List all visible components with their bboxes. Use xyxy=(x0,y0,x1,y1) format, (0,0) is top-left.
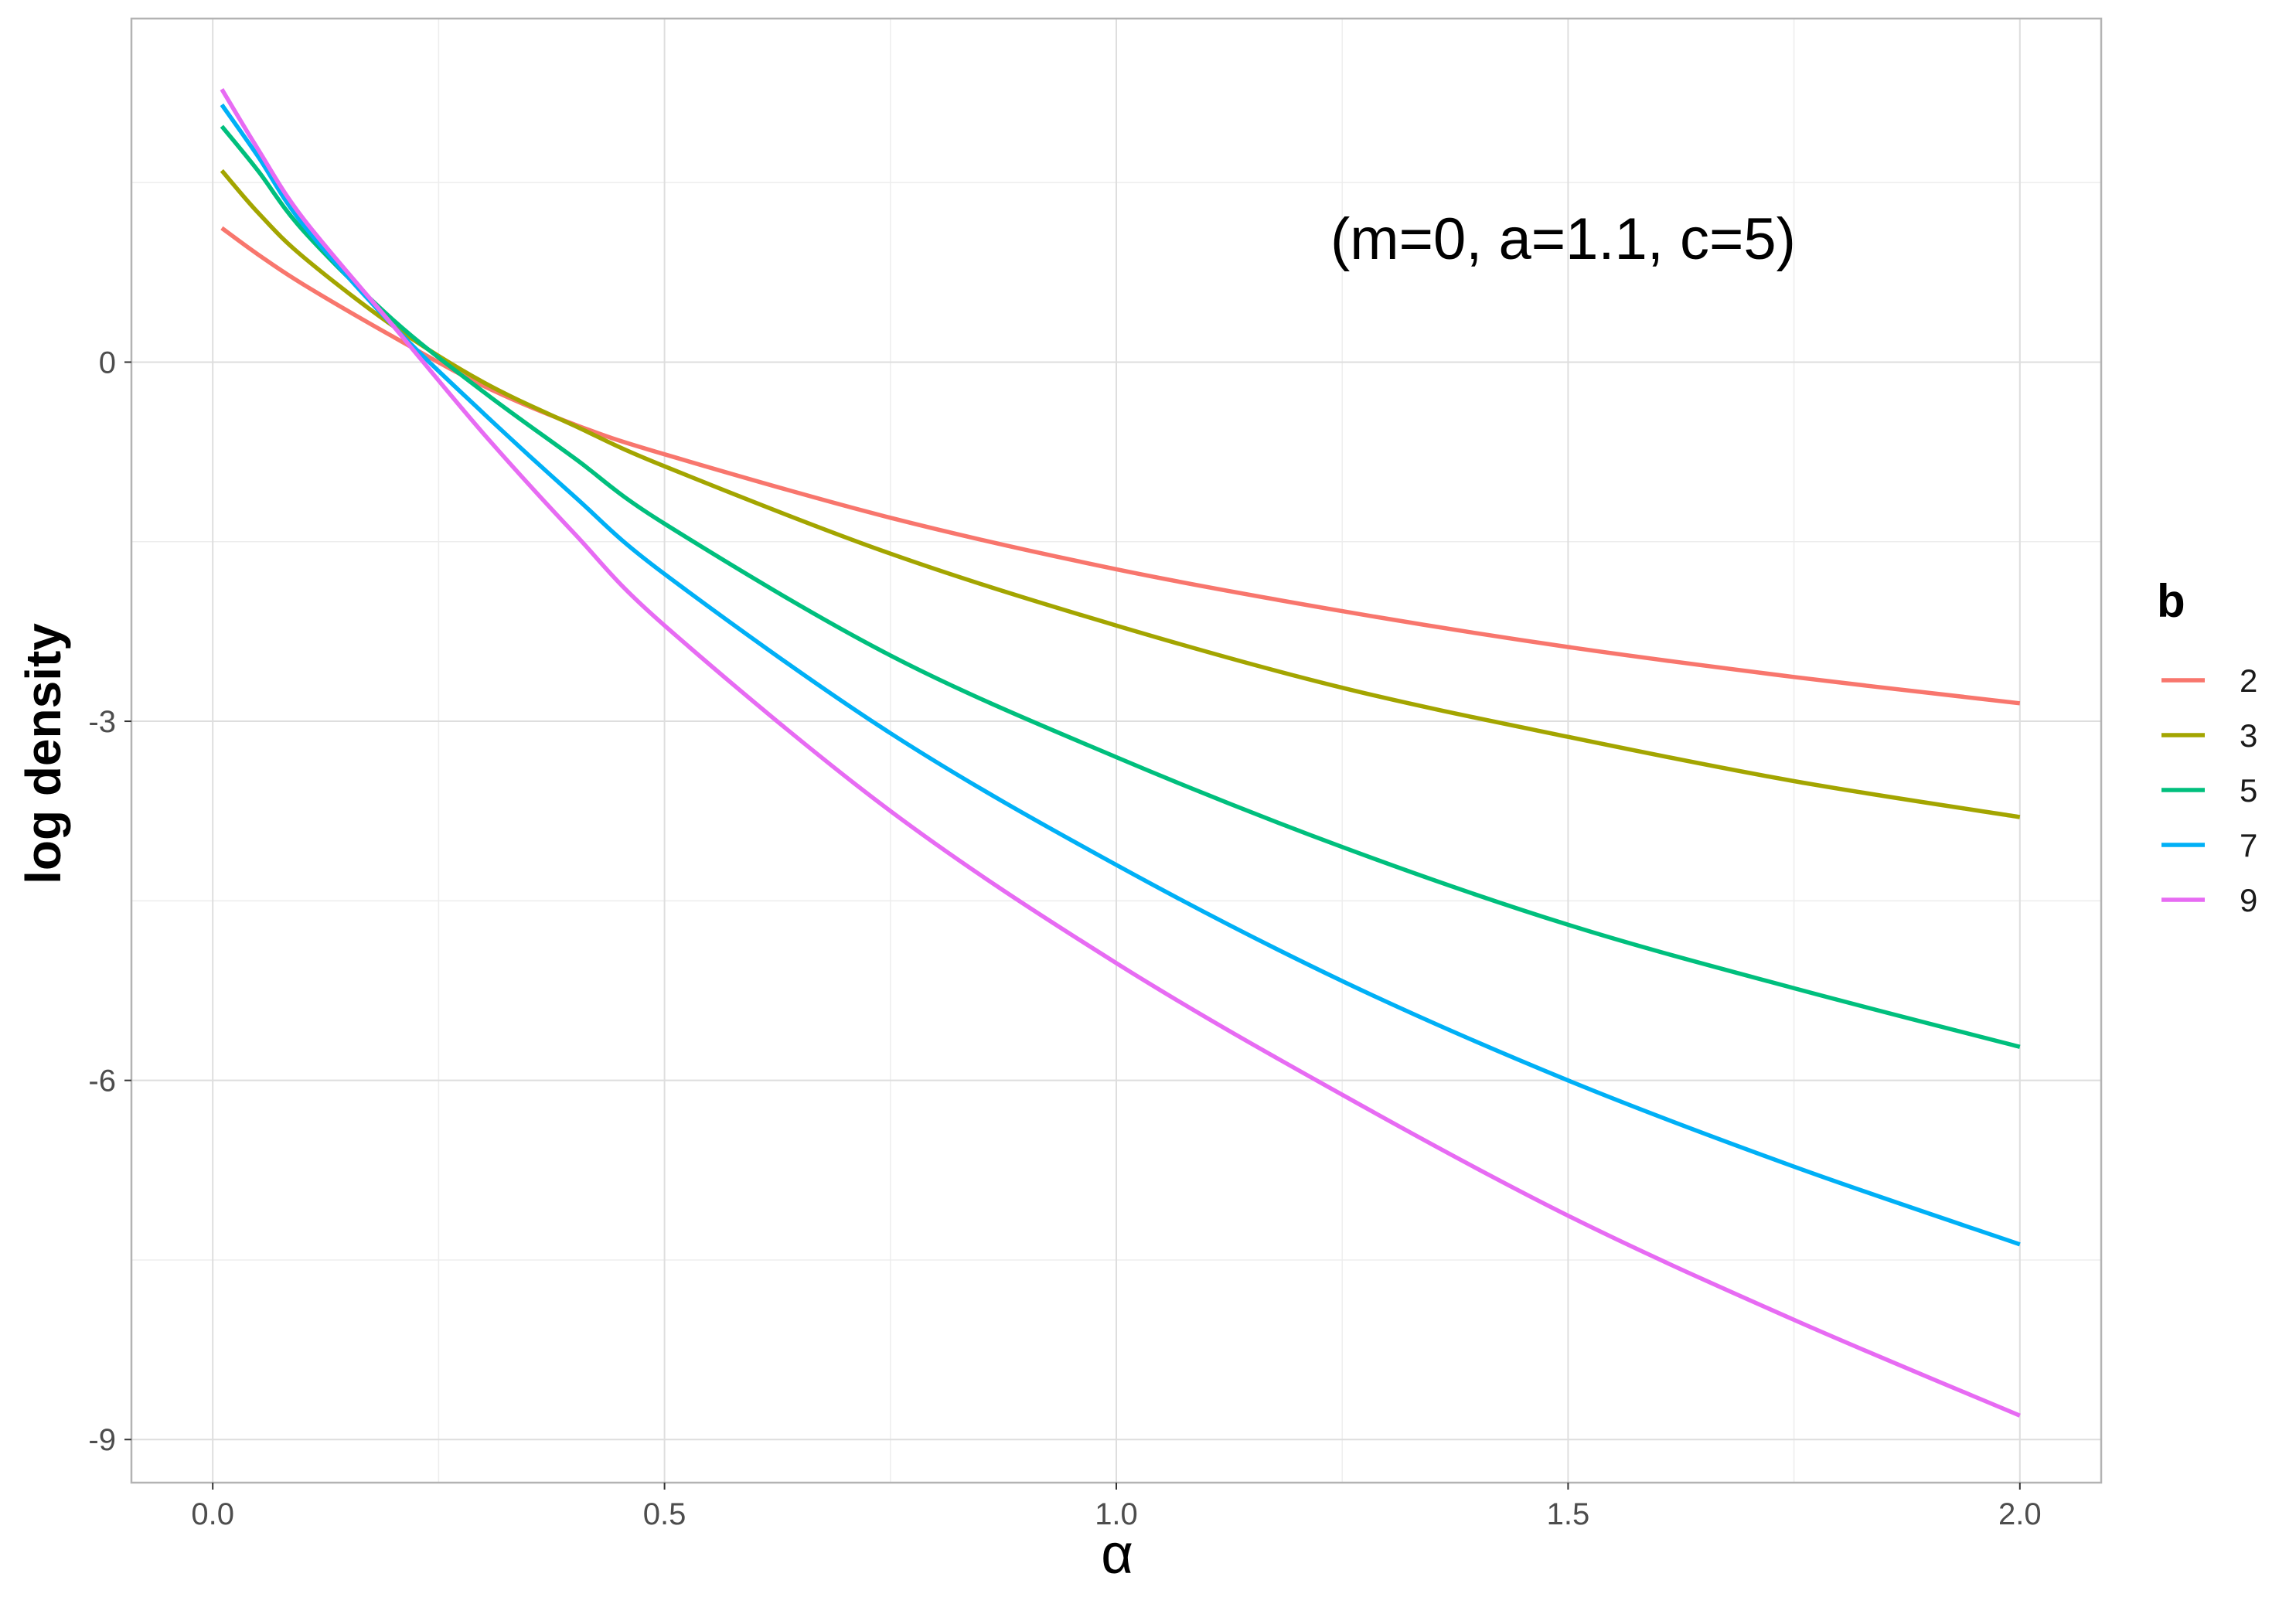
y-tick-label: -3 xyxy=(88,705,116,739)
x-axis-title: α xyxy=(1101,1524,1133,1585)
legend-title: b xyxy=(2157,575,2185,627)
x-tick-label: 0.5 xyxy=(643,1497,686,1531)
chart-annotation: (m=0, a=1.1, c=5) xyxy=(1330,206,1796,272)
y-axis-title: log density xyxy=(15,623,71,884)
x-tick-label: 1.5 xyxy=(1547,1497,1590,1531)
y-axis-ticks: -9 -6 -3 0 xyxy=(88,346,131,1457)
legend: b 2 3 5 7 9 xyxy=(2157,575,2257,918)
major-gridlines xyxy=(131,19,2101,1483)
legend-label-b-9: 9 xyxy=(2240,882,2257,918)
series-line-b-7 xyxy=(220,103,2021,1247)
x-axis-ticks: 0.0 0.5 1.0 1.5 2.0 xyxy=(191,1483,2042,1531)
x-tick-label: 1.0 xyxy=(1095,1497,1138,1531)
series-line-b-2 xyxy=(220,226,2021,706)
y-tick-label: 0 xyxy=(99,346,116,380)
y-tick-label: -9 xyxy=(88,1423,116,1457)
legend-label-b-2: 2 xyxy=(2240,662,2257,699)
y-tick-label: -6 xyxy=(88,1064,116,1098)
x-tick-label: 0.0 xyxy=(191,1497,234,1531)
legend-label-b-7: 7 xyxy=(2240,827,2257,863)
legend-label-b-5: 5 xyxy=(2240,772,2257,809)
series-line-b-3 xyxy=(220,169,2021,819)
legend-label-b-3: 3 xyxy=(2240,717,2257,754)
series-lines xyxy=(220,87,2021,1418)
legend-items: 2 3 5 7 9 xyxy=(2161,662,2257,918)
series-line-b-9 xyxy=(220,87,2021,1418)
x-tick-label: 2.0 xyxy=(1998,1497,2042,1531)
